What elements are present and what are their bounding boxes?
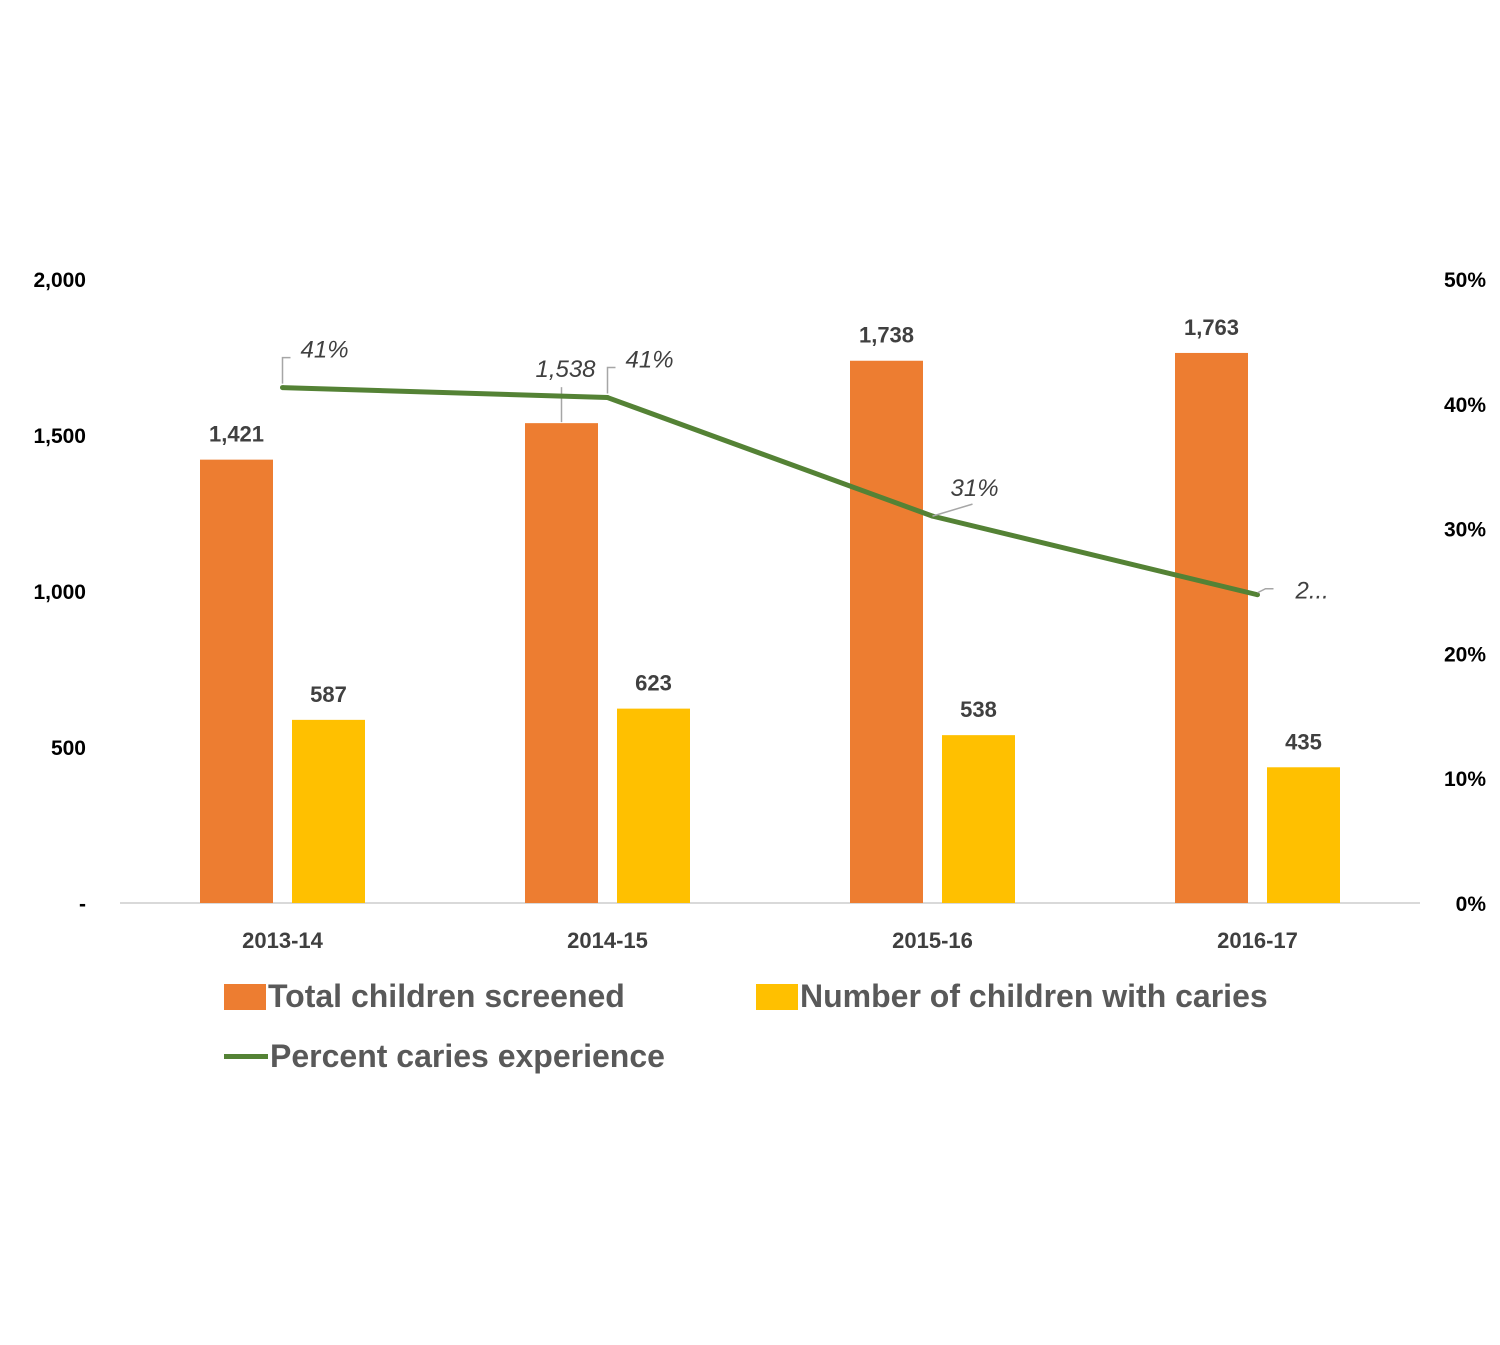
data-label-total-screened: 1,421 xyxy=(209,422,264,447)
x-tick-label: 2014-15 xyxy=(567,928,648,953)
y-left-tick-label: 1,500 xyxy=(33,425,86,448)
line-point-percent-caries xyxy=(1255,592,1260,598)
data-label-children-with-caries: 623 xyxy=(635,671,672,696)
legend-label-total-screened: Total children screened xyxy=(268,978,625,1014)
y-left-tick-label: 1,000 xyxy=(33,581,86,604)
data-label-total-screened: 1,738 xyxy=(859,323,914,348)
bar-children-with-caries xyxy=(617,708,690,903)
x-tick-label: 2013-14 xyxy=(242,928,324,953)
bar-children-with-caries xyxy=(942,735,1015,903)
y-right-tick-label: 0% xyxy=(1456,893,1487,916)
legend-label-percent-caries: Percent caries experience xyxy=(270,1038,665,1074)
legend-swatch-with-caries xyxy=(756,983,798,1010)
percent-label-leader xyxy=(281,356,291,384)
data-label-children-with-caries: 435 xyxy=(1285,729,1322,754)
line-point-percent-caries xyxy=(280,385,285,391)
y-right-tick-label: 20% xyxy=(1444,643,1486,666)
data-label-percent-caries: 2... xyxy=(1295,578,1329,605)
data-label-percent-caries: 31% xyxy=(951,475,999,502)
bar-total-screened xyxy=(1175,352,1248,904)
y-right-tick-label: 10% xyxy=(1444,768,1486,791)
x-axis: 2013-14 2014-15 2015-16 2016-17 xyxy=(242,928,1298,953)
legend-label-with-caries: Number of children with caries xyxy=(800,978,1268,1014)
legend-item-with-caries: Number of children with caries xyxy=(756,978,1268,1015)
y-left-tick-label: 2,000 xyxy=(33,269,86,292)
data-label-percent-caries: 41% xyxy=(626,347,674,374)
bar-total-screened xyxy=(850,360,923,903)
line-series-group: 41% 41% 31% 2... xyxy=(280,337,1329,605)
y-left-tick-label: 500 xyxy=(51,737,86,760)
right-axis: 0% 10% 20% 30% 40% 50% xyxy=(1444,269,1486,916)
x-tick-label: 2016-17 xyxy=(1217,928,1298,953)
y-right-tick-label: 30% xyxy=(1444,519,1486,542)
line-point-percent-caries xyxy=(605,395,610,401)
legend-item-total-screened: Total children screened xyxy=(224,978,625,1015)
bars-group: 1,421 1,538 1,738 1,763 587 623 538 435 xyxy=(200,315,1340,904)
percent-label-leader xyxy=(932,503,973,517)
data-label-children-with-caries: 587 xyxy=(310,682,347,707)
y-right-tick-label: 50% xyxy=(1444,269,1486,292)
data-label-total-screened: 1,763 xyxy=(1184,315,1239,340)
data-label-total-screened: 1,538 xyxy=(535,356,596,383)
line-percent-caries xyxy=(282,385,1259,598)
y-left-tick-label: - xyxy=(79,893,86,916)
bar-children-with-caries xyxy=(1267,767,1340,903)
legend-line-percent-caries xyxy=(224,1054,268,1059)
percent-label-leader xyxy=(1257,587,1274,594)
bar-total-screened xyxy=(200,459,273,903)
bar-children-with-caries xyxy=(292,719,365,903)
legend-item-percent-caries: Percent caries experience xyxy=(224,1038,665,1075)
x-tick-label: 2015-16 xyxy=(892,928,973,953)
left-axis: - 500 1,000 1,500 2,000 xyxy=(33,269,86,916)
legend-swatch-total-screened xyxy=(224,983,266,1010)
percent-label-leader xyxy=(606,366,616,394)
data-label-percent-caries: 41% xyxy=(301,337,349,364)
data-label-children-with-caries: 538 xyxy=(960,697,997,722)
y-right-tick-label: 40% xyxy=(1444,394,1486,417)
bar-total-screened xyxy=(525,423,598,903)
